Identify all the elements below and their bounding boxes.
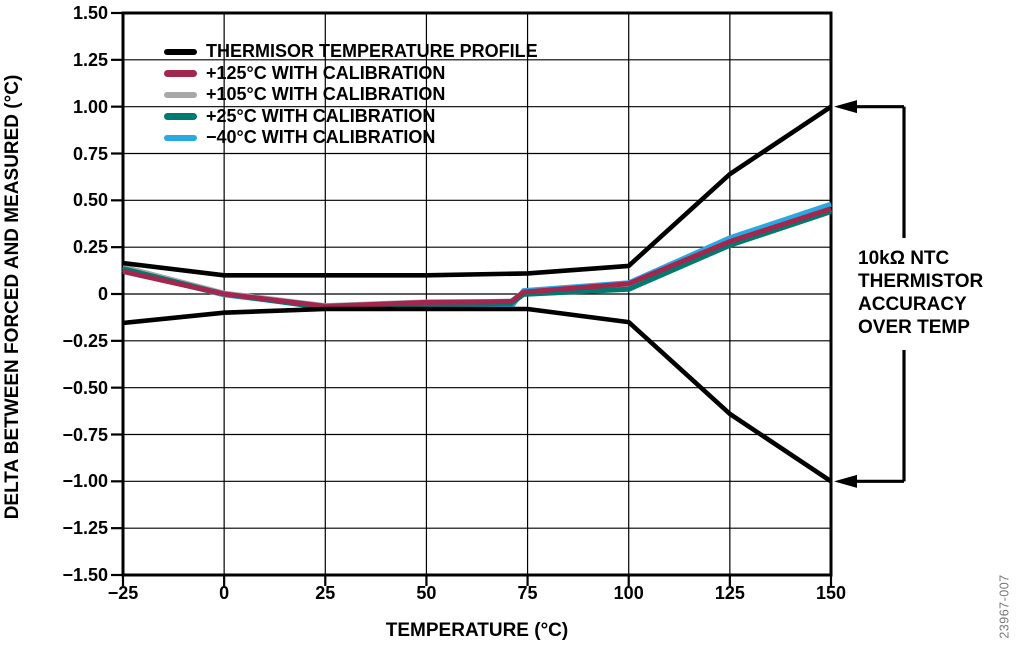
legend-swatch-gray: [164, 91, 197, 98]
y-tick-label: −1.00: [62, 471, 108, 492]
legend-swatch-blue: [164, 134, 197, 141]
arrowhead-icon: [834, 100, 857, 114]
y-tick-label: −0.50: [62, 377, 108, 398]
legend-label-125c: +125°C WITH CALIBRATION: [206, 62, 446, 83]
series-line-0: [122, 306, 833, 484]
legend-swatch-black: [164, 48, 197, 55]
legend-label-minus40c: −40°C WITH CALIBRATION: [206, 127, 436, 148]
annotation-line-2: THERMISTOR: [858, 271, 984, 292]
annotation-line-4: OVER TEMP: [858, 317, 970, 338]
legend-item-25c: +25°C WITH CALIBRATION: [164, 106, 538, 128]
y-tick-label: 0: [97, 284, 108, 304]
y-tick-label: −0.25: [62, 330, 108, 351]
legend-label-105c: +105°C WITH CALIBRATION: [206, 84, 446, 105]
y-tick-label: 0.50: [72, 190, 108, 211]
legend-item-minus40c: −40°C WITH CALIBRATION: [164, 127, 538, 149]
annotation-line-3: ACCURACY: [858, 294, 967, 315]
y-tick-label: 1.50: [72, 3, 108, 23]
y-tick-label: 0.25: [72, 237, 108, 258]
legend-item-profile: THERMISOR TEMPERATURE PROFILE: [164, 41, 538, 63]
legend-swatch-crimson: [164, 70, 197, 77]
annotation-line-1: 10kΩ NTC: [858, 248, 950, 269]
x-tick-label: −25: [107, 583, 139, 603]
x-tick-label: 150: [815, 583, 847, 603]
legend-item-125c: +125°C WITH CALIBRATION: [164, 63, 538, 85]
series-line-0: [122, 104, 833, 278]
y-tick-label: 0.75: [72, 143, 108, 164]
y-axis-title: DELTA BETWEEN FORCED AND MEASURED (°C): [2, 74, 23, 520]
legend-label-profile: THERMISOR TEMPERATURE PROFILE: [206, 41, 538, 62]
series-line-2: [122, 207, 832, 309]
x-tick-label: 125: [714, 583, 745, 603]
legend-item-105c: +105°C WITH CALIBRATION: [164, 84, 538, 106]
series-line-1: [122, 206, 832, 309]
x-tick-label: 75: [517, 583, 538, 603]
plot-border: [121, 11, 833, 577]
y-tick-label: 1.25: [72, 49, 108, 70]
thermistor-accuracy-annotation: 10kΩ NTC THERMISTOR ACCURACY OVER TEMP: [858, 247, 1008, 339]
x-tick-label: 50: [416, 583, 437, 603]
legend: THERMISOR TEMPERATURE PROFILE +125°C WIT…: [164, 41, 538, 149]
figure-number: 23967-007: [997, 574, 1012, 639]
y-tick-label: 1.00: [72, 96, 108, 117]
x-axis-title: TEMPERATURE (°C): [385, 620, 569, 641]
x-tick-label: 100: [613, 583, 644, 603]
legend-swatch-teal: [164, 113, 197, 120]
y-tick-label: −1.25: [62, 518, 108, 539]
x-tick-label: 25: [315, 583, 336, 603]
legend-label-25c: +25°C WITH CALIBRATION: [206, 105, 436, 126]
y-tick-label: −1.50: [62, 565, 108, 585]
arrowhead-icon: [834, 474, 857, 488]
x-tick-label: 0: [219, 583, 230, 603]
y-tick-label: −0.75: [62, 424, 108, 445]
